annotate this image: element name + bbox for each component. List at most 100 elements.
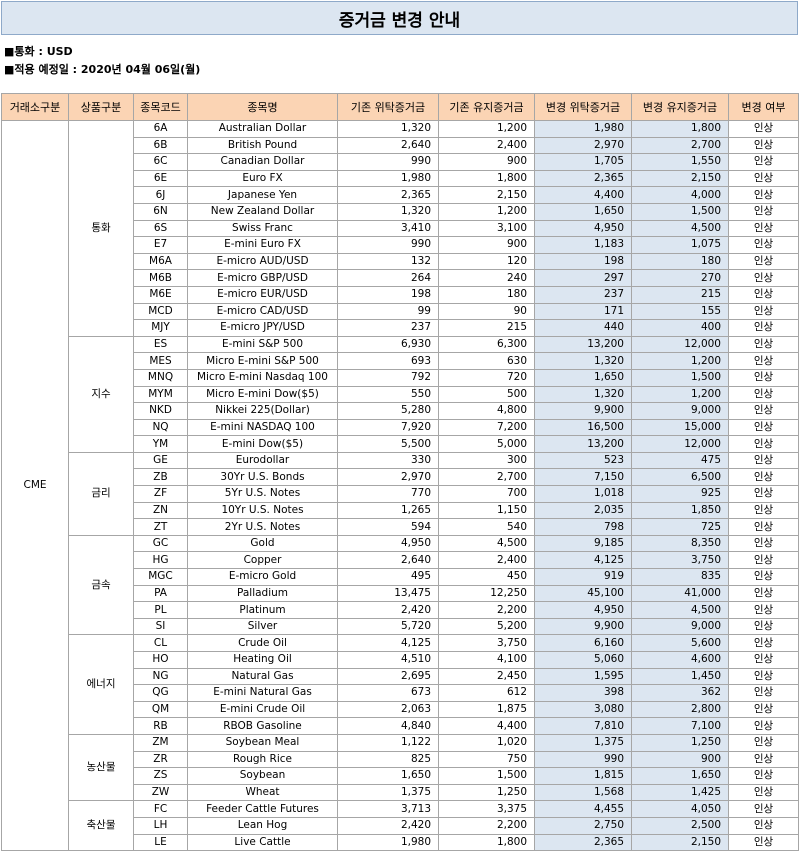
product-name-cell: E-mini NASDAQ 100 [187,418,338,437]
new-initial-margin-cell: 2,035 [534,501,632,520]
change-type-cell: 인상 [728,501,799,520]
change-type-cell: 인상 [728,634,799,652]
table-row: LE Live Cattle 1,980 1,800 2,365 2,150 인상 [2,833,799,852]
product-name-cell: 2Yr U.S. Notes [187,518,338,536]
table-row: 지수 ES E-mini S&P 500 6,930 6,300 13,200 12,000… [2,335,799,453]
old-initial-margin-cell: 6,930 [337,335,439,354]
product-code-cell: 6A [133,120,188,138]
product-code-cell: ZT [133,518,188,536]
table-row: ZT 2Yr U.S. Notes 594 540 798 725 인상 [2,518,799,536]
old-maintenance-margin-cell: 2,150 [438,186,535,204]
header-product-name: 종목명 [187,93,338,121]
old-maintenance-margin-cell: 6,300 [438,335,535,354]
old-initial-margin-cell: 99 [337,302,439,321]
product-name-cell: E-mini Crude Oil [187,700,338,719]
product-name-cell: 5Yr U.S. Notes [187,485,338,503]
new-initial-margin-cell: 5,060 [534,651,632,669]
new-maintenance-margin-cell: 4,500 [631,601,729,619]
product-code-cell: 6N [133,202,188,221]
product-code-cell: MNQ [133,368,188,387]
change-type-cell: 인상 [728,485,799,503]
product-code-cell: 6J [133,186,188,204]
product-code-cell: MJY [133,319,188,337]
product-code-cell: M6E [133,285,188,304]
product-code-cell: RB [133,717,188,735]
table-row: MES Micro E-mini S&P 500 693 630 1,320 1,200 인… [2,352,799,370]
old-initial-margin-cell: 990 [337,236,439,254]
old-initial-margin-cell: 1,122 [337,733,439,752]
new-maintenance-margin-cell: 3,750 [631,551,729,570]
new-maintenance-margin-cell: 400 [631,319,729,337]
old-maintenance-margin-cell: 1,800 [438,169,535,188]
change-type-cell: 인상 [728,783,799,802]
old-initial-margin-cell: 330 [337,451,439,470]
old-maintenance-margin-cell: 4,800 [438,402,535,420]
new-initial-margin-cell: 798 [534,518,632,536]
old-maintenance-margin-cell: 5,200 [438,617,535,636]
change-type-cell: 인상 [728,700,799,719]
product-name-cell: Eurodollar [187,451,338,470]
table-row: HG Copper 2,640 2,400 4,125 3,750 인상 [2,551,799,570]
old-maintenance-margin-cell: 180 [438,285,535,304]
old-initial-margin-cell: 1,320 [337,202,439,221]
change-type-cell: 인상 [728,352,799,370]
new-maintenance-margin-cell: 12,000 [631,435,729,453]
new-maintenance-margin-cell: 1,800 [631,120,729,138]
new-maintenance-margin-cell: 5,600 [631,634,729,652]
product-code-cell: GC [133,534,188,553]
product-name-cell: Crude Oil [187,634,338,652]
old-maintenance-margin-cell: 215 [438,319,535,337]
new-initial-margin-cell: 440 [534,319,632,337]
product-code-cell: LE [133,833,188,852]
new-maintenance-margin-cell: 1,500 [631,368,729,387]
old-initial-margin-cell: 264 [337,269,439,287]
header-code: 종목코드 [133,93,188,121]
product-name-cell: Wheat [187,783,338,802]
new-maintenance-margin-cell: 1,850 [631,501,729,520]
new-initial-margin-cell: 3,080 [534,700,632,719]
product-code-cell: NQ [133,418,188,437]
new-initial-margin-cell: 4,950 [534,219,632,238]
new-maintenance-margin-cell: 180 [631,252,729,271]
table-row: 에너지 CL Crude Oil 4,125 3,750 6,160 5,600 인상 [2,634,799,735]
table-row: 6E Euro FX 1,980 1,800 2,365 2,150 인상 [2,169,799,188]
product-name-cell: E-micro JPY/USD [187,319,338,337]
new-maintenance-margin-cell: 835 [631,568,729,586]
new-initial-margin-cell: 4,950 [534,601,632,619]
old-initial-margin-cell: 1,375 [337,783,439,802]
old-initial-margin-cell: 1,320 [337,120,439,138]
new-initial-margin-cell: 2,750 [534,816,632,835]
new-maintenance-margin-cell: 2,700 [631,136,729,155]
product-name-cell: E-micro AUD/USD [187,252,338,271]
product-code-cell: FC [133,800,188,818]
new-initial-margin-cell: 1,650 [534,202,632,221]
table-row: 금리 GE Eurodollar 330 300 523 475 인상 [2,451,799,536]
product-code-cell: ZN [133,501,188,520]
table-row: 6B British Pound 2,640 2,400 2,970 2,700 인상 [2,136,799,155]
product-name-cell: Palladium [187,584,338,603]
table-row: MNQ Micro E-mini Nasdaq 100 792 720 1,650 1,5… [2,368,799,387]
old-maintenance-margin-cell: 4,400 [438,717,535,735]
new-initial-margin-cell: 16,500 [534,418,632,437]
product-name-cell: Lean Hog [187,816,338,835]
product-code-cell: M6B [133,269,188,287]
currency-note: ■통화 : USD [4,45,73,58]
old-initial-margin-cell: 2,695 [337,667,439,686]
new-initial-margin-cell: 523 [534,451,632,470]
new-maintenance-margin-cell: 900 [631,750,729,769]
old-initial-margin-cell: 792 [337,368,439,387]
old-initial-margin-cell: 4,840 [337,717,439,735]
new-initial-margin-cell: 1,568 [534,783,632,802]
old-maintenance-margin-cell: 1,200 [438,202,535,221]
header-old-initial-margin: 기존 위탁증거금 [337,93,439,121]
new-maintenance-margin-cell: 4,000 [631,186,729,204]
new-maintenance-margin-cell: 155 [631,302,729,321]
header-new-maintenance-margin: 변경 유지증거금 [631,93,729,121]
product-code-cell: 6E [133,169,188,188]
product-name-cell: E-micro CAD/USD [187,302,338,321]
product-name-cell: Copper [187,551,338,570]
new-initial-margin-cell: 9,185 [534,534,632,553]
product-code-cell: ZB [133,468,188,487]
product-name-cell: Soybean Meal [187,733,338,752]
table-row: 금속 GC Gold 4,950 4,500 9,185 8,350 인상 [2,534,799,636]
